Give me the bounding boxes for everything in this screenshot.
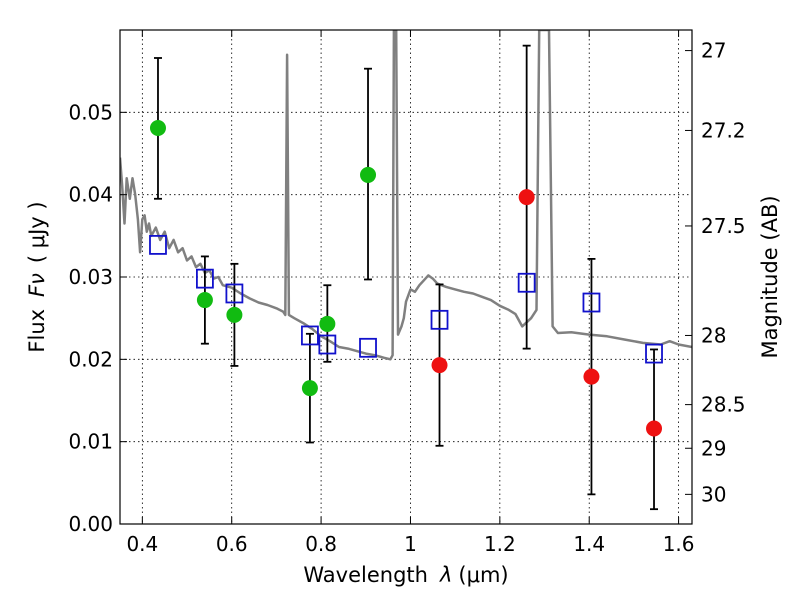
y-tick-label: 0.05 bbox=[68, 100, 113, 124]
model-square-marker bbox=[196, 268, 214, 289]
y2-tick-label: 27 bbox=[701, 39, 726, 63]
y-tick-label: 0.00 bbox=[68, 512, 113, 536]
model-square-marker bbox=[645, 343, 663, 364]
x-tick-label: 1.4 bbox=[573, 532, 605, 556]
red-data-point bbox=[646, 420, 663, 437]
y-tick-label: 0.04 bbox=[68, 183, 113, 207]
tick-layer: 0.4 0.6 0.8 1 1.2 1.4 1.6 0.00 0.01 0.02 0.03 0.04 0… bbox=[68, 30, 746, 556]
x-tick-label: 0.8 bbox=[305, 532, 337, 556]
green-data-point bbox=[301, 380, 318, 397]
y-axis-label: FluxFν( μJy ) bbox=[25, 201, 49, 352]
x-tick-label: 0.6 bbox=[216, 532, 248, 556]
template-spectrum-line bbox=[120, 30, 692, 361]
y-tick-label: 0.01 bbox=[68, 430, 113, 454]
x-tick-label: 1.2 bbox=[484, 532, 516, 556]
model-square-marker bbox=[359, 337, 377, 358]
red-data-point bbox=[431, 357, 448, 374]
y2-tick-label: 29 bbox=[701, 436, 726, 460]
y-tick-label: 0.03 bbox=[68, 265, 113, 289]
y2-tick-label: 27.5 bbox=[701, 214, 746, 238]
red-data-point bbox=[518, 189, 535, 206]
x-tick-label: 1.6 bbox=[663, 532, 695, 556]
green-data-point bbox=[196, 292, 213, 309]
model-square-marker bbox=[582, 292, 601, 313]
errorbar-layer bbox=[153, 44, 659, 511]
model-square-marker bbox=[225, 283, 244, 304]
marker-layer bbox=[149, 119, 663, 437]
y2-tick-label: 30 bbox=[701, 482, 726, 506]
spectrum-layer bbox=[120, 30, 692, 361]
y2-tick-label: 28.5 bbox=[701, 393, 746, 417]
x-tick-label: 1 bbox=[404, 532, 417, 556]
green-data-point bbox=[319, 315, 336, 332]
model-square-marker bbox=[301, 325, 319, 346]
model-square-marker bbox=[318, 334, 337, 355]
x-axis-label: Wavelength λ (μm) bbox=[303, 563, 508, 587]
green-data-point bbox=[226, 306, 243, 323]
green-data-point bbox=[149, 119, 166, 136]
model-square-marker bbox=[517, 272, 536, 293]
model-square-marker bbox=[149, 234, 167, 255]
red-data-point bbox=[583, 368, 600, 385]
model-square-marker bbox=[430, 309, 449, 330]
y2-axis-label: Magnitude (AB) bbox=[758, 195, 782, 358]
y2-tick-label: 28 bbox=[701, 323, 726, 347]
green-data-point bbox=[360, 166, 377, 183]
y2-tick-label: 27.2 bbox=[701, 118, 746, 142]
y-tick-label: 0.02 bbox=[68, 347, 113, 371]
x-tick-label: 0.4 bbox=[126, 532, 158, 556]
